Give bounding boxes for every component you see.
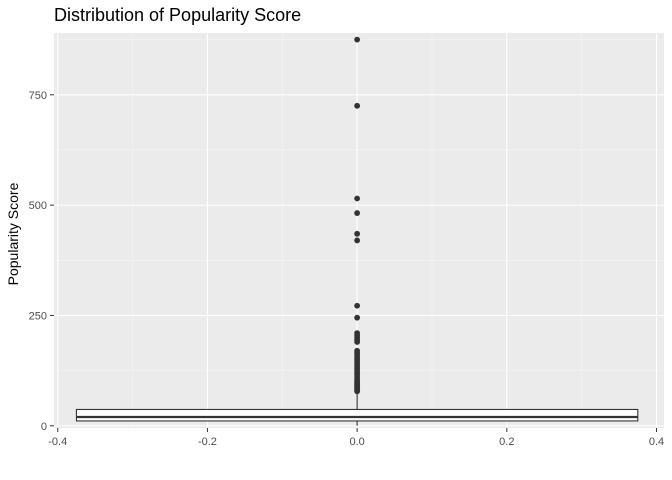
outlier-point <box>354 339 361 345</box>
x-tick-label: 0.4 <box>649 436 664 448</box>
y-tick-label: 0 <box>41 421 47 433</box>
box-iqr <box>75 408 639 422</box>
outlier-points <box>354 36 361 395</box>
y-tick-label: 250 <box>29 310 47 322</box>
y-tick-label: 500 <box>29 200 47 212</box>
outlier-point <box>354 230 361 237</box>
x-tick-label: 0.2 <box>499 436 514 448</box>
x-axis: -0.4 -0.2 0.0 0.2 0.4 <box>48 428 664 448</box>
outlier-point <box>354 388 361 395</box>
outlier-point <box>354 210 361 216</box>
y-axis: 0 250 500 750 <box>29 90 54 433</box>
x-tick-label: -0.2 <box>198 436 217 448</box>
x-tick-label: -0.4 <box>48 436 67 448</box>
chart-title: Distribution of Popularity Score <box>54 5 301 25</box>
outlier-point <box>354 36 361 43</box>
outlier-point <box>354 314 361 321</box>
y-axis-label: Popularity Score <box>5 182 21 285</box>
boxplot <box>75 392 639 426</box>
grid-minor <box>54 33 664 428</box>
outlier-point <box>354 195 361 202</box>
x-tick-label: 0.0 <box>349 436 364 448</box>
outlier-point <box>354 302 361 309</box>
outlier-point <box>354 237 361 244</box>
y-tick-label: 750 <box>29 90 47 102</box>
outlier-point <box>354 102 361 109</box>
